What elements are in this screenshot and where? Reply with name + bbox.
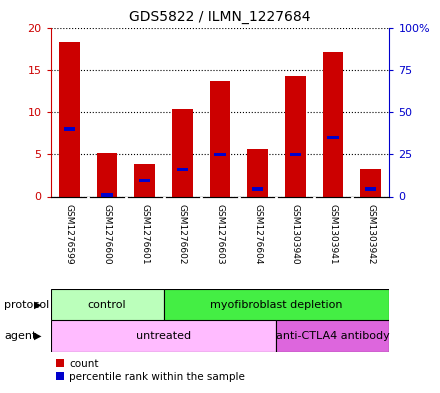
Bar [97, 152, 117, 196]
Text: ▶: ▶ [34, 299, 42, 310]
Text: GSM1276602: GSM1276602 [178, 204, 187, 264]
Text: myofibroblast depletion: myofibroblast depletion [210, 299, 343, 310]
Bar [51, 289, 164, 320]
Bar [59, 42, 80, 196]
Text: control: control [88, 299, 126, 310]
Bar [360, 169, 381, 196]
Text: GSM1276600: GSM1276600 [103, 204, 112, 264]
Bar [172, 108, 193, 196]
Bar [252, 187, 263, 191]
Text: GSM1276603: GSM1276603 [216, 204, 224, 264]
Text: agent: agent [4, 331, 37, 341]
Text: ▶: ▶ [34, 331, 42, 341]
Bar [64, 127, 75, 130]
Bar [214, 152, 226, 156]
Text: GSM1276601: GSM1276601 [140, 204, 149, 264]
Title: GDS5822 / ILMN_1227684: GDS5822 / ILMN_1227684 [129, 10, 311, 24]
Text: anti-CTLA4 antibody: anti-CTLA4 antibody [276, 331, 390, 341]
Bar [101, 193, 113, 196]
Bar [177, 168, 188, 171]
Legend: count, percentile rank within the sample: count, percentile rank within the sample [56, 359, 245, 382]
Text: GSM1276599: GSM1276599 [65, 204, 74, 264]
Text: protocol: protocol [4, 299, 50, 310]
Bar [276, 320, 389, 352]
Text: GSM1303940: GSM1303940 [291, 204, 300, 264]
Bar [290, 152, 301, 156]
Bar [134, 163, 155, 196]
Text: GSM1303942: GSM1303942 [366, 204, 375, 264]
Bar [139, 179, 150, 182]
Bar [51, 320, 276, 352]
Bar [209, 81, 231, 196]
Bar [247, 149, 268, 196]
Bar [323, 52, 343, 196]
Text: GSM1303941: GSM1303941 [328, 204, 337, 264]
Bar [285, 76, 306, 196]
Bar [365, 187, 376, 191]
Bar [327, 136, 339, 139]
Bar [164, 289, 389, 320]
Text: untreated: untreated [136, 331, 191, 341]
Text: GSM1276604: GSM1276604 [253, 204, 262, 264]
